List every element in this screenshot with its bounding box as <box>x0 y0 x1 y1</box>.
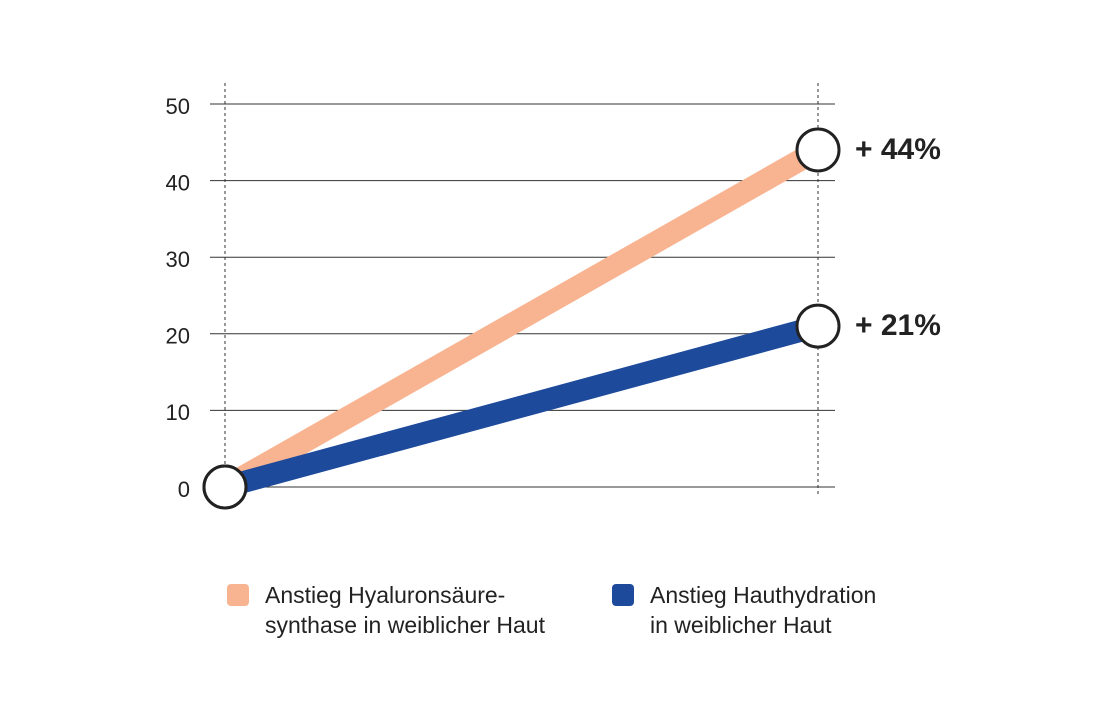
y-tick-label: 20 <box>166 324 190 349</box>
point-marker <box>202 464 248 510</box>
y-tick-label: 40 <box>166 170 190 195</box>
y-tick-label: 30 <box>166 247 190 272</box>
point-marker <box>795 127 841 173</box>
series-line <box>222 315 821 498</box>
point-marker <box>795 303 841 349</box>
y-tick-label: 50 <box>166 94 190 119</box>
y-tick-label: 0 <box>178 477 190 502</box>
series-line <box>219 140 824 497</box>
value-label: + 44% <box>855 133 941 166</box>
legend-swatch <box>612 584 634 606</box>
value-label: + 21% <box>855 309 941 342</box>
y-tick-label: 10 <box>166 400 190 425</box>
legend-swatch <box>227 584 249 606</box>
legend-label: Anstieg Hyaluronsäure- synthase in weibl… <box>265 582 545 638</box>
legend-label: Anstieg Hauthydration in weiblicher Haut <box>650 582 877 638</box>
